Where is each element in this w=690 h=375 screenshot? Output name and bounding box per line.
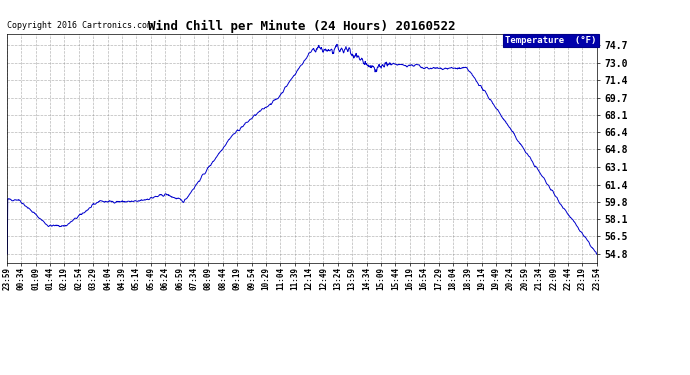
Text: Copyright 2016 Cartronics.com: Copyright 2016 Cartronics.com xyxy=(7,21,152,30)
Title: Wind Chill per Minute (24 Hours) 20160522: Wind Chill per Minute (24 Hours) 2016052… xyxy=(148,20,455,33)
Text: Temperature  (°F): Temperature (°F) xyxy=(505,36,596,45)
